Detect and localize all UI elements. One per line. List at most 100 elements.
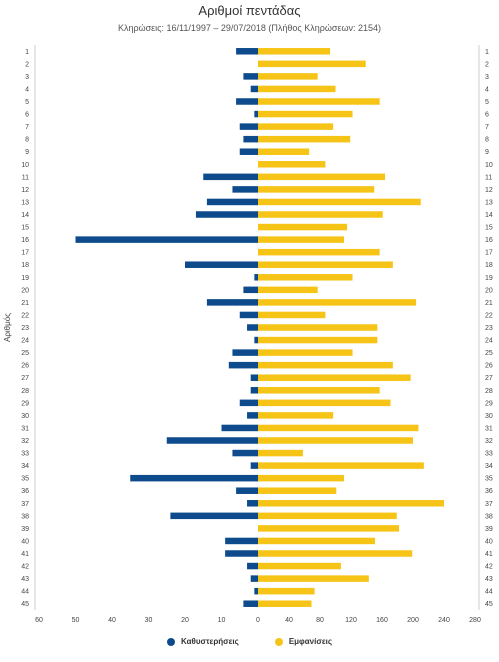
appearance-bar [258,223,348,231]
appearance-bar [258,123,334,130]
y-tick-label-right: 12 [485,187,493,194]
delay-bar [250,387,258,394]
appearance-bar [258,537,376,545]
appearance-bar [258,148,310,155]
appearance-bar [258,48,331,55]
y-tick-label-right: 10 [485,162,493,169]
x-tick-label-left: 60 [35,617,43,624]
y-tick-label-right: 27 [485,375,493,382]
legend: Καθυστερήσεις Εμφανίσεις [0,637,499,646]
delay-bar [185,261,258,268]
y-tick-label-right: 28 [485,388,493,395]
y-tick-label-right: 3 [485,74,489,81]
y-tick-label-left: 9 [25,149,29,156]
delay-bar [247,412,258,419]
appearance-bar [258,462,424,469]
y-tick-label-left: 17 [21,250,29,257]
chart-subtitle: Κληρώσεις: 16/11/1997 – 29/07/2018 (Πλήθ… [117,23,382,33]
y-tick-label-left: 28 [21,388,29,395]
delay-bar [225,537,258,545]
delay-bar [243,600,258,607]
y-tick-label-right: 21 [485,300,493,307]
y-tick-label-left: 18 [21,262,29,269]
y-tick-label-right: 37 [485,501,493,508]
delay-bar [232,449,258,457]
appearance-bar [258,311,326,319]
appearance-bar [258,286,318,294]
x-tick-label-left: 20 [181,617,189,624]
y-tick-label-right: 40 [485,538,493,545]
y-tick-label-right: 38 [485,513,493,520]
delay-bar [247,562,258,570]
delay-bar [225,550,258,557]
appearance-bar [258,512,397,520]
y-tick-label-right: 9 [485,149,489,156]
y-tick-label-left: 38 [21,513,29,520]
chart-title: Αριθμοί πεντάδας [198,3,301,18]
y-tick-label-left: 6 [25,112,29,119]
delay-bar [247,500,258,507]
appearance-bar [258,587,315,595]
y-tick-label-left: 44 [21,589,29,596]
y-tick-label-right: 17 [485,250,493,257]
delay-bar [250,374,258,381]
delay-bar [243,135,258,143]
y-tick-label-right: 42 [485,564,493,571]
y-tick-label-left: 42 [21,564,29,571]
delay-bar [130,474,258,482]
appearance-bar [258,186,375,193]
y-tick-label-right: 23 [485,325,493,332]
appearance-bar [258,424,419,432]
y-tick-label-left: 4 [25,86,29,93]
y-tick-label-right: 13 [485,199,493,206]
appearance-bar [258,236,345,243]
delay-bar [232,186,258,193]
y-tick-label-left: 30 [21,413,29,420]
delay-bar [250,462,258,469]
legend-item-delays[interactable]: Καθυστερήσεις [166,637,239,646]
delay-bar [75,236,258,243]
appearance-bar [258,73,318,80]
delay-bar [236,487,258,494]
y-tick-label-left: 10 [21,162,29,169]
appearance-bar [258,374,411,381]
y-tick-label-left: 40 [21,538,29,545]
delay-bar [170,512,258,520]
y-tick-label-right: 26 [485,363,493,370]
appearance-bar [258,562,341,570]
y-tick-label-right: 34 [485,463,493,470]
x-tick-label-right: 120 [345,617,357,624]
y-axis-title: Αριθμός [3,313,12,342]
y-tick-label-left: 5 [25,99,29,106]
x-tick-label-right: 160 [376,617,388,624]
delay-bar [243,286,258,294]
y-tick-label-right: 7 [485,124,489,131]
y-tick-label-left: 37 [21,501,29,508]
x-tick-label-left: 30 [145,617,153,624]
y-tick-label-left: 29 [21,400,29,407]
legend-item-appearances[interactable]: Εμφανίσεις [274,637,332,646]
x-tick-label-left: 10 [218,617,226,624]
legend-marker-delays [166,637,175,646]
appearance-bar [258,550,413,557]
appearance-bar [258,261,393,268]
y-tick-label-right: 22 [485,312,493,319]
y-tick-label-right: 41 [485,551,493,558]
y-tick-label-right: 31 [485,425,493,432]
appearance-bar [258,336,378,344]
x-tick-label-right: 200 [407,617,419,624]
y-tick-label-left: 34 [21,463,29,470]
y-tick-label-left: 25 [21,350,29,357]
appearance-bar [258,437,413,444]
y-tick-label-left: 13 [21,199,29,206]
y-tick-label-left: 15 [21,225,29,232]
y-tick-label-right: 30 [485,413,493,420]
delay-bar [254,587,258,595]
y-tick-label-left: 36 [21,488,29,495]
y-tick-label-left: 3 [25,74,29,81]
y-tick-label-left: 7 [25,124,29,131]
appearance-bar [258,324,378,331]
appearance-bar [258,110,353,118]
y-tick-label-left: 24 [21,338,29,345]
appearance-bar [258,449,303,457]
